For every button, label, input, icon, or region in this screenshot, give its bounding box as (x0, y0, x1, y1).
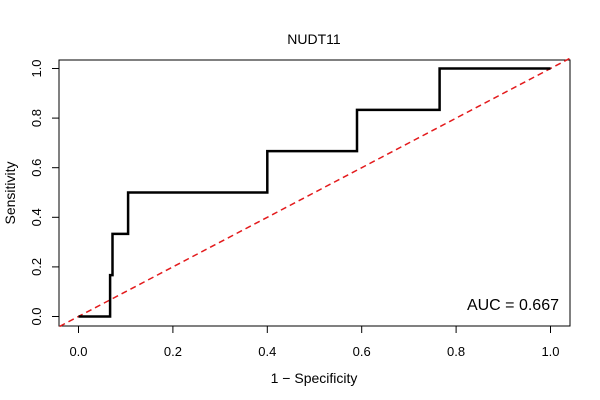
y-tick-label: 1.0 (29, 59, 44, 77)
y-tick-label: 0.2 (29, 258, 44, 276)
x-tick-label: 0.6 (353, 344, 371, 359)
x-tick-label: 0.0 (69, 344, 87, 359)
y-tick-label: 0.6 (29, 159, 44, 177)
y-tick-label: 0.4 (29, 208, 44, 226)
x-tick-label: 0.8 (447, 344, 465, 359)
reference-diagonal-line (59, 57, 570, 328)
x-tick-label: 1.0 (541, 344, 559, 359)
x-tick-label: 0.4 (258, 344, 276, 359)
chart-title: NUDT11 (287, 31, 341, 47)
y-tick-label: 0.8 (29, 109, 44, 127)
y-axis: 0.0 0.2 0.4 0.6 0.8 1.0 (29, 59, 60, 326)
auc-annotation: AUC = 0.667 (467, 297, 559, 314)
roc-curve (78, 67, 551, 318)
y-tick-label: 0.0 (29, 307, 44, 325)
y-axis-title: Sensitivity (2, 161, 18, 224)
series-layer (59, 57, 570, 328)
x-tick-label: 0.2 (164, 344, 182, 359)
x-axis-title: 1 − Specificity (271, 370, 358, 386)
x-axis: 0.0 0.2 0.4 0.6 0.8 1.0 (69, 325, 560, 359)
